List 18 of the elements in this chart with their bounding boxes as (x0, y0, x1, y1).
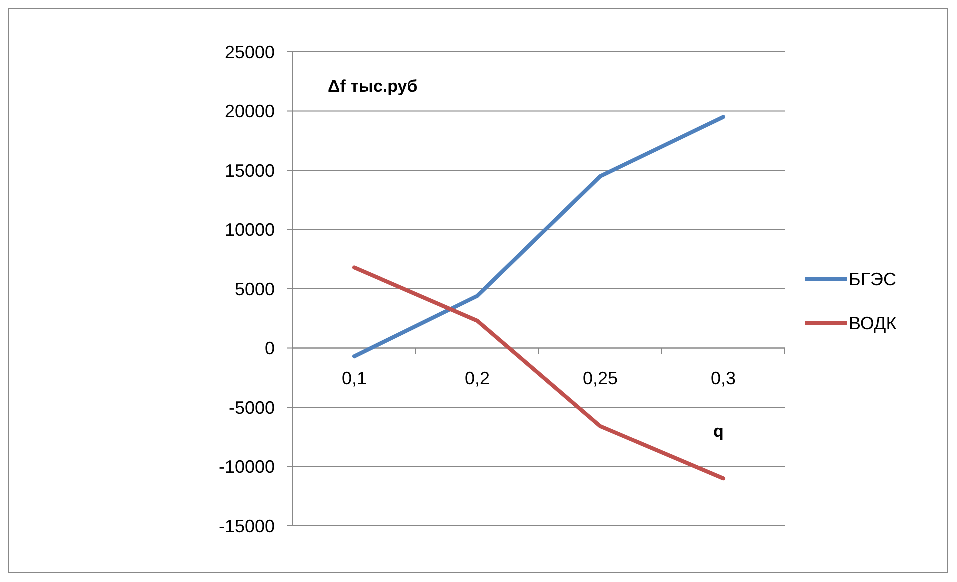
y-tick-label: 15000 (224, 160, 275, 181)
legend-label: БГЭС (849, 269, 896, 290)
y-tick-label: -15000 (218, 516, 275, 536)
y-axis-title: Δf тыс.руб (328, 77, 418, 96)
y-tick-label: 20000 (224, 102, 275, 122)
legend-label: ВОДК (849, 313, 898, 334)
y-tick-label: 10000 (224, 220, 275, 240)
x-tick-label: 0,25 (582, 368, 618, 388)
x-tick-label: 0,3 (710, 368, 736, 388)
x-tick-label: 0,2 (464, 368, 490, 388)
y-tick-label: 0 (264, 338, 275, 359)
line-series (352, 115, 726, 359)
x-axis-title: q (714, 422, 724, 442)
x-tick-label: 0,1 (342, 368, 368, 388)
y-tick-label: -10000 (218, 457, 275, 478)
y-tick-label: 5000 (234, 279, 275, 300)
y-tick-label: 25000 (224, 42, 275, 62)
y-tick-label: -5000 (228, 398, 275, 418)
